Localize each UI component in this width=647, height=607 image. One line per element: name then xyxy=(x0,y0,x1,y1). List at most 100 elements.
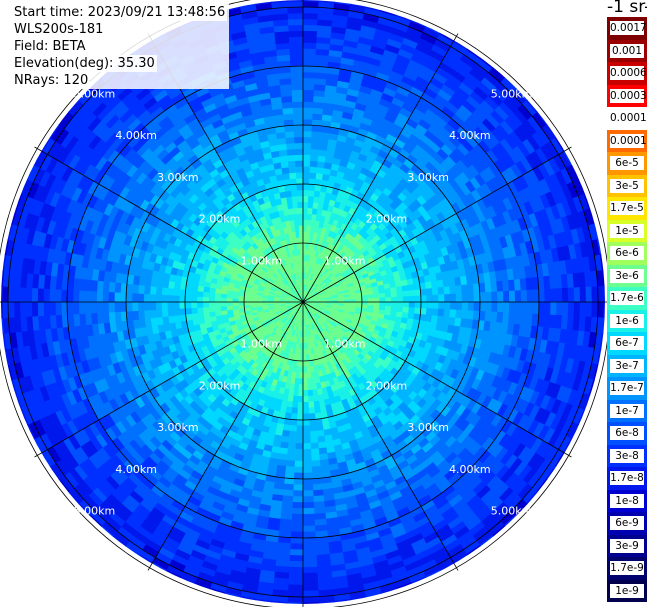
range-gate-cell xyxy=(496,280,504,293)
range-gate-cell xyxy=(302,366,308,374)
range-gate-cell xyxy=(295,171,304,179)
range-gate-cell xyxy=(294,148,304,156)
range-gate-cell xyxy=(220,301,227,307)
range-gate-cell xyxy=(291,401,299,409)
range-gate-cell xyxy=(298,384,304,391)
range-gate-cell xyxy=(190,301,198,309)
range-gate-cell xyxy=(299,236,304,244)
range-gate-cell xyxy=(538,301,546,315)
range-gate-cell xyxy=(297,195,304,203)
range-gate-cell xyxy=(302,448,312,456)
range-gate-cell xyxy=(295,425,304,433)
range-gate-cell xyxy=(437,308,445,318)
range-gate-cell xyxy=(294,142,304,150)
range-gate-cell xyxy=(119,292,127,303)
range-gate-cell xyxy=(306,366,311,374)
range-gate-cell xyxy=(420,307,428,316)
range-gate-cell xyxy=(102,291,109,303)
range-gate-cell xyxy=(282,113,294,121)
range-gate-cell xyxy=(292,106,304,114)
range-gate-cell xyxy=(298,219,304,226)
range-gate-cell xyxy=(438,301,445,310)
ppi-plot: 1.00km2.00km3.00km4.00km5.00km1.00km2.00… xyxy=(0,0,607,607)
range-gate-cell xyxy=(282,489,294,497)
range-gate-cell xyxy=(302,224,308,232)
range-gate-cell xyxy=(287,160,297,168)
range-gate-cell xyxy=(196,290,204,298)
range-gate-cell xyxy=(461,301,469,311)
range-gate-cell xyxy=(289,543,304,551)
range-gate-cell xyxy=(385,301,392,307)
range-gate-cell xyxy=(84,301,92,314)
range-gate-cell xyxy=(178,307,186,316)
range-gate-cell xyxy=(290,189,298,197)
range-gate-cell xyxy=(286,201,294,210)
range-gate-cell xyxy=(297,207,304,214)
range-gate-cell xyxy=(108,311,116,323)
range-gate-cell xyxy=(137,284,145,294)
range-gate-cell xyxy=(302,484,314,492)
range-gate-cell xyxy=(532,301,540,315)
range-gate-cell xyxy=(479,301,487,312)
range-gate-cell xyxy=(131,301,139,312)
range-gate-cell xyxy=(532,289,540,303)
range-gate-cell xyxy=(302,53,317,61)
range-gate-cell xyxy=(102,280,110,293)
range-gate-cell xyxy=(444,293,451,303)
range-gate-cell xyxy=(302,118,313,126)
range-gate-cell xyxy=(538,289,546,303)
range-gate-cell xyxy=(396,301,404,308)
range-gate-cell xyxy=(432,294,440,303)
range-gate-cell xyxy=(292,395,299,403)
range-gate-cell xyxy=(298,224,304,232)
range-gate-cell xyxy=(311,136,321,144)
range-gate-cell xyxy=(302,213,308,220)
range-gate-cell xyxy=(312,101,325,109)
range-gate-cell xyxy=(302,390,309,397)
range-gate-cell xyxy=(461,310,469,320)
range-gate-cell xyxy=(310,442,319,450)
range-gate-cell xyxy=(196,306,204,314)
range-gate-cell xyxy=(467,301,475,312)
range-gate-cell xyxy=(143,285,151,295)
range-gate-cell xyxy=(114,311,122,323)
range-gate-cell xyxy=(307,201,314,209)
range-gate-cell xyxy=(302,496,314,503)
range-gate-cell xyxy=(514,301,522,314)
range-gate-cell xyxy=(173,288,181,296)
range-gate-cell xyxy=(191,312,199,320)
range-gate-cell xyxy=(172,301,180,310)
range-gate-cell xyxy=(290,531,304,539)
range-gate-cell xyxy=(291,89,304,97)
range-gate-cell xyxy=(231,305,239,310)
range-gate-cell xyxy=(295,230,300,238)
range-gate-cell xyxy=(396,306,404,313)
range-gate-cell xyxy=(431,287,439,296)
range-gate-cell xyxy=(310,142,320,150)
range-gate-cell xyxy=(402,296,410,303)
range-gate-cell xyxy=(302,189,310,197)
range-gate-cell xyxy=(292,490,304,498)
range-gate-cell xyxy=(414,307,422,315)
range-gate-cell xyxy=(167,308,175,317)
range-gate-cell xyxy=(285,190,293,198)
range-gate-cell xyxy=(402,306,410,314)
range-gate-cell xyxy=(308,407,316,415)
range-gate-cell xyxy=(302,165,311,173)
range-gate-cell xyxy=(291,507,304,515)
range-gate-cell xyxy=(308,183,316,191)
range-gate-cell xyxy=(378,293,386,299)
range-gate-cell xyxy=(526,301,534,315)
range-gate-cell xyxy=(310,154,319,162)
range-gate-cell xyxy=(166,301,174,310)
range-gate-cell xyxy=(302,378,308,385)
range-gate-cell xyxy=(225,297,233,303)
range-gate-cell xyxy=(302,513,315,521)
range-gate-cell xyxy=(302,154,312,161)
range-gate-cell xyxy=(490,311,498,323)
range-gate-cell xyxy=(178,301,186,309)
range-gate-cell xyxy=(311,124,322,133)
range-gate-cell xyxy=(485,301,493,313)
range-gate-cell xyxy=(472,283,481,294)
range-gate-cell xyxy=(461,293,469,303)
